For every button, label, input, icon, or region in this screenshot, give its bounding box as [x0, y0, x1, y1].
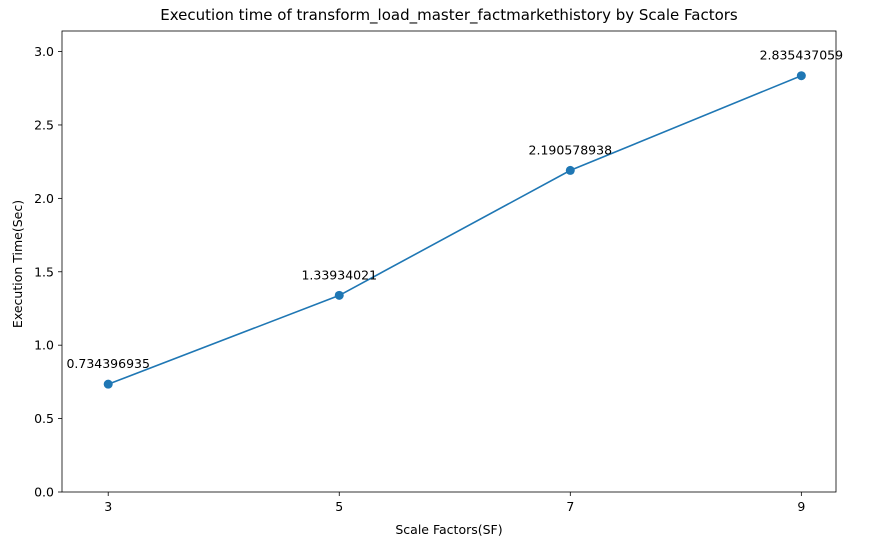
- data-point-0-3: [796, 71, 806, 81]
- plot-frame: [61, 30, 837, 493]
- y-tick-label-0: 0.0: [34, 485, 54, 500]
- y-tick-label-5: 2.5: [34, 117, 54, 132]
- data-point-0-0: [103, 379, 113, 389]
- y-tick-label-6: 3.0: [34, 44, 54, 59]
- y-tick-label-4: 2.0: [34, 191, 54, 206]
- data-label-0-3: 2.835437059: [760, 48, 844, 63]
- data-label-0-1: 1.33934021: [301, 267, 377, 282]
- plot-area: 0.0 0.5 1.0 1.5 2.0 2.5 3.0 3 5 7 9 0.734396935 1.33…: [34, 30, 844, 514]
- data-point-0-1: [334, 290, 344, 300]
- series-line-0: [107, 74, 802, 385]
- chart-title: Execution time of transform_load_master_…: [160, 6, 738, 25]
- x-tick-label-1: 5: [335, 499, 343, 514]
- x-tick-label-0: 3: [104, 499, 112, 514]
- data-point-0-2: [565, 165, 575, 175]
- data-label-0-0: 0.734396935: [66, 356, 150, 371]
- x-tick-label-3: 9: [797, 499, 805, 514]
- x-tick-label-2: 7: [566, 499, 574, 514]
- x-axis-label: Scale Factors(SF): [395, 522, 502, 537]
- data-label-0-2: 2.190578938: [529, 142, 613, 157]
- y-tick-label-2: 1.0: [34, 338, 54, 353]
- y-axis-label: Execution Time(Sec): [10, 200, 25, 328]
- y-tick-label-3: 1.5: [34, 264, 54, 279]
- y-tick-label-1: 0.5: [34, 411, 54, 426]
